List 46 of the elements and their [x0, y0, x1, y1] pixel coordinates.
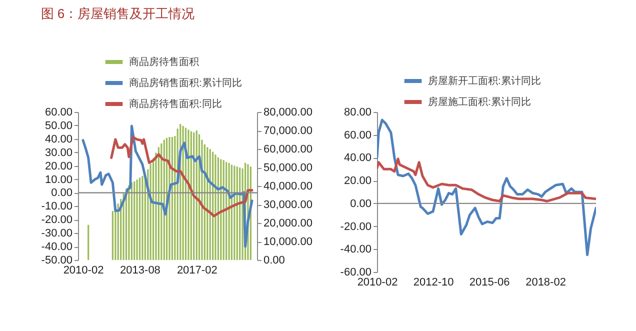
y-tick-label: 0.00 — [350, 198, 372, 210]
y2-tick-label: 70,000.00 — [264, 125, 312, 137]
y-tick-label: -10.00 — [41, 200, 72, 213]
legend-label: 房屋施工面积:累计同比 — [428, 96, 531, 108]
line-series — [377, 118, 596, 256]
x-tick-label: 2010-02 — [63, 264, 104, 276]
line-series — [82, 124, 254, 248]
y2-tick-label: 20,000.00 — [264, 218, 312, 230]
y-tick-label: 40.00 — [44, 133, 72, 146]
y-tick-label: 30.00 — [44, 146, 72, 159]
y2-tick-label: 60,000.00 — [264, 144, 312, 156]
legend-label: 商品房待售面积 — [129, 56, 199, 68]
y2-tick-label: 30,000.00 — [264, 199, 312, 211]
y-tick-label: 60.00 — [344, 129, 372, 142]
y2-tick-label: 0.00 — [264, 254, 285, 266]
y-tick-label: 40.00 — [344, 152, 372, 164]
y-tick-label: 80.00 — [344, 106, 372, 118]
x-tick-label: 2010-02 — [357, 276, 398, 288]
y2-tick-label: 10,000.00 — [264, 236, 312, 248]
legend-label: 商品房销售面积:累计同比 — [129, 77, 242, 89]
y-tick-label: 10.00 — [44, 174, 72, 186]
x-tick-label: 2018-02 — [526, 276, 566, 288]
y-tick-label: -40.00 — [340, 244, 372, 256]
line-series — [110, 136, 254, 218]
y-tick-label: -60.00 — [340, 266, 372, 278]
x-tick-label: 2017-02 — [176, 264, 218, 276]
y2-tick-label: 50,000.00 — [264, 162, 312, 174]
y-tick-label: -50.00 — [41, 254, 72, 266]
x-tick-label: 2015-06 — [469, 276, 510, 288]
x-tick-label: 2013-08 — [120, 264, 160, 276]
x-tick-label: 2012-10 — [413, 276, 454, 288]
y-tick-label: 0.00 — [51, 187, 72, 200]
y-tick-label: -30.00 — [41, 228, 72, 240]
y2-tick-label: 40,000.00 — [264, 180, 312, 192]
y-tick-label: -20.00 — [340, 220, 372, 233]
line-series — [377, 158, 596, 202]
y-tick-label: 20.00 — [344, 175, 372, 188]
y2-tick-label: 80,000.00 — [264, 106, 312, 118]
chart-title: 图 6：房屋销售及开工情况 — [40, 6, 195, 21]
legend-label: 商品房待售面积:同比 — [129, 98, 222, 110]
y-tick-label: 50.00 — [44, 120, 72, 132]
legend-label: 房屋新开工面积:累计同比 — [428, 75, 541, 87]
y-tick-label: 60.00 — [44, 106, 72, 118]
y-tick-label: 20.00 — [44, 160, 72, 172]
y-tick-label: -20.00 — [41, 214, 72, 226]
y-tick-label: -40.00 — [41, 241, 72, 254]
